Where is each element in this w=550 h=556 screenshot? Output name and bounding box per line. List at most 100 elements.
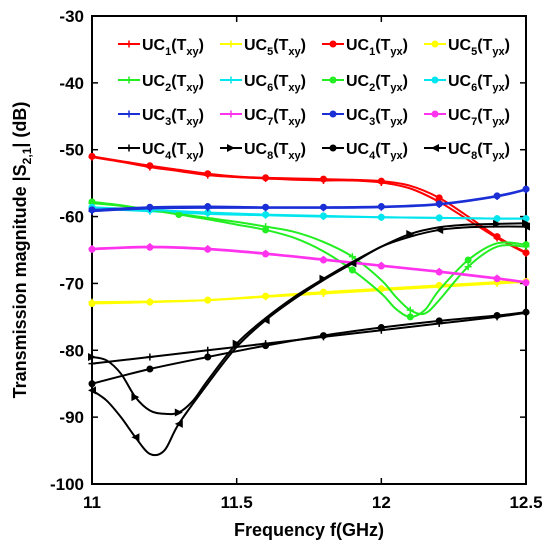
legend-entry: UC7(Txy)	[220, 107, 306, 128]
legend-swatch-marker	[227, 110, 235, 118]
data-point	[262, 250, 270, 258]
data-point	[88, 299, 96, 307]
legend-entry: UC6(Tyx)	[424, 73, 510, 94]
y-tick-label: -100	[50, 475, 84, 494]
data-point	[88, 352, 96, 361]
legend-label: UC2(Txy)	[142, 73, 204, 94]
series-uc5-tyx	[88, 277, 530, 307]
legend-entry: UC2(Tyx)	[322, 73, 408, 94]
legend: UC1(Txy) UC5(Txy) UC1(Tyx) UC5(Tyx) UC2(Txy)…	[118, 37, 510, 162]
data-point	[232, 339, 241, 348]
data-point	[88, 380, 96, 388]
legend-swatch-marker	[431, 40, 439, 48]
data-point	[522, 279, 530, 287]
data-point	[522, 222, 530, 231]
y-tick-label: -50	[59, 141, 84, 160]
legend-swatch-marker	[125, 40, 133, 48]
series-layer	[88, 152, 530, 457]
legend-entry: UC7(Tyx)	[424, 107, 510, 128]
data-point	[88, 386, 96, 395]
data-point	[319, 256, 327, 264]
data-point	[377, 324, 385, 332]
series-uc1-txy	[88, 153, 530, 257]
data-point	[262, 203, 270, 211]
legend-label: UC3(Tyx)	[346, 107, 408, 128]
data-point	[204, 170, 212, 178]
legend-swatch-marker	[125, 144, 133, 152]
y-tick-label: -70	[59, 274, 84, 293]
data-point	[493, 192, 501, 200]
legend-label: UC4(Txy)	[142, 141, 204, 162]
legend-swatch-marker	[227, 40, 235, 48]
data-point	[146, 243, 154, 251]
x-tick-label: 12.5	[509, 493, 542, 512]
axes: 11 11.5 12 12.5 -100 -90 -80 -70 -60 -50 -40 -30 Fre…	[10, 7, 543, 540]
legend-entry: UC4(Txy)	[118, 141, 204, 162]
series-uc4-tyx	[88, 308, 530, 388]
legend-swatch-marker	[329, 144, 337, 152]
data-point	[435, 225, 444, 234]
data-point	[377, 285, 385, 293]
legend-label: UC4(Tyx)	[346, 141, 408, 162]
data-point	[435, 200, 443, 208]
legend-label: UC6(Txy)	[244, 73, 306, 94]
series-line	[91, 155, 527, 254]
legend-entry: UC1(Txy)	[118, 37, 204, 58]
legend-entry: UC4(Tyx)	[322, 141, 408, 162]
legend-label: UC7(Txy)	[244, 107, 306, 128]
x-tick-label: 11.5	[221, 493, 253, 512]
data-point	[131, 433, 140, 442]
series-line	[91, 225, 527, 457]
data-point	[406, 229, 415, 238]
legend-label: UC7(Tyx)	[448, 107, 510, 128]
y-axis-label-sub: 2,1	[20, 147, 34, 164]
data-point	[464, 263, 472, 271]
data-point	[88, 152, 96, 160]
legend-entry: UC8(Txy)	[220, 141, 306, 162]
data-point	[435, 214, 443, 222]
series-line	[91, 222, 527, 416]
series-line	[91, 188, 527, 211]
legend-label: UC2(Tyx)	[346, 73, 408, 94]
data-point	[522, 185, 530, 193]
data-point	[522, 249, 530, 257]
data-point	[493, 312, 501, 320]
data-point	[319, 212, 327, 220]
data-point	[522, 241, 530, 249]
legend-swatch-marker	[227, 76, 235, 84]
data-point	[493, 275, 501, 283]
series-uc8-tyx	[88, 222, 530, 457]
series-line	[91, 311, 527, 385]
data-point	[493, 215, 501, 223]
legend-entry: UC1(Tyx)	[322, 37, 408, 58]
data-point	[377, 177, 385, 185]
series-line	[91, 245, 527, 284]
data-point	[319, 288, 327, 296]
legend-entry: UC8(Tyx)	[424, 141, 510, 162]
legend-label: UC1(Tyx)	[346, 37, 408, 58]
series-line	[91, 246, 527, 284]
data-point	[377, 203, 385, 211]
data-point	[146, 162, 154, 170]
legend-entry: UC2(Txy)	[118, 73, 204, 94]
x-tick-label: 12	[372, 493, 391, 512]
legend-label: UC5(Tyx)	[448, 37, 510, 58]
series-line	[91, 156, 527, 255]
legend-label: UC5(Txy)	[244, 37, 306, 58]
data-point	[406, 313, 414, 321]
data-point	[204, 245, 212, 253]
y-tick-label: -60	[59, 208, 84, 227]
data-point	[319, 332, 327, 340]
data-point	[262, 342, 270, 350]
data-point	[204, 346, 212, 354]
data-point	[319, 175, 327, 183]
legend-label: UC6(Tyx)	[448, 73, 510, 94]
legend-entry: UC5(Tyx)	[424, 37, 510, 58]
y-tick-label: -90	[59, 408, 84, 427]
data-point	[435, 194, 443, 202]
data-point	[435, 317, 443, 325]
data-point	[174, 419, 183, 428]
legend-entry: UC3(Txy)	[118, 107, 204, 128]
